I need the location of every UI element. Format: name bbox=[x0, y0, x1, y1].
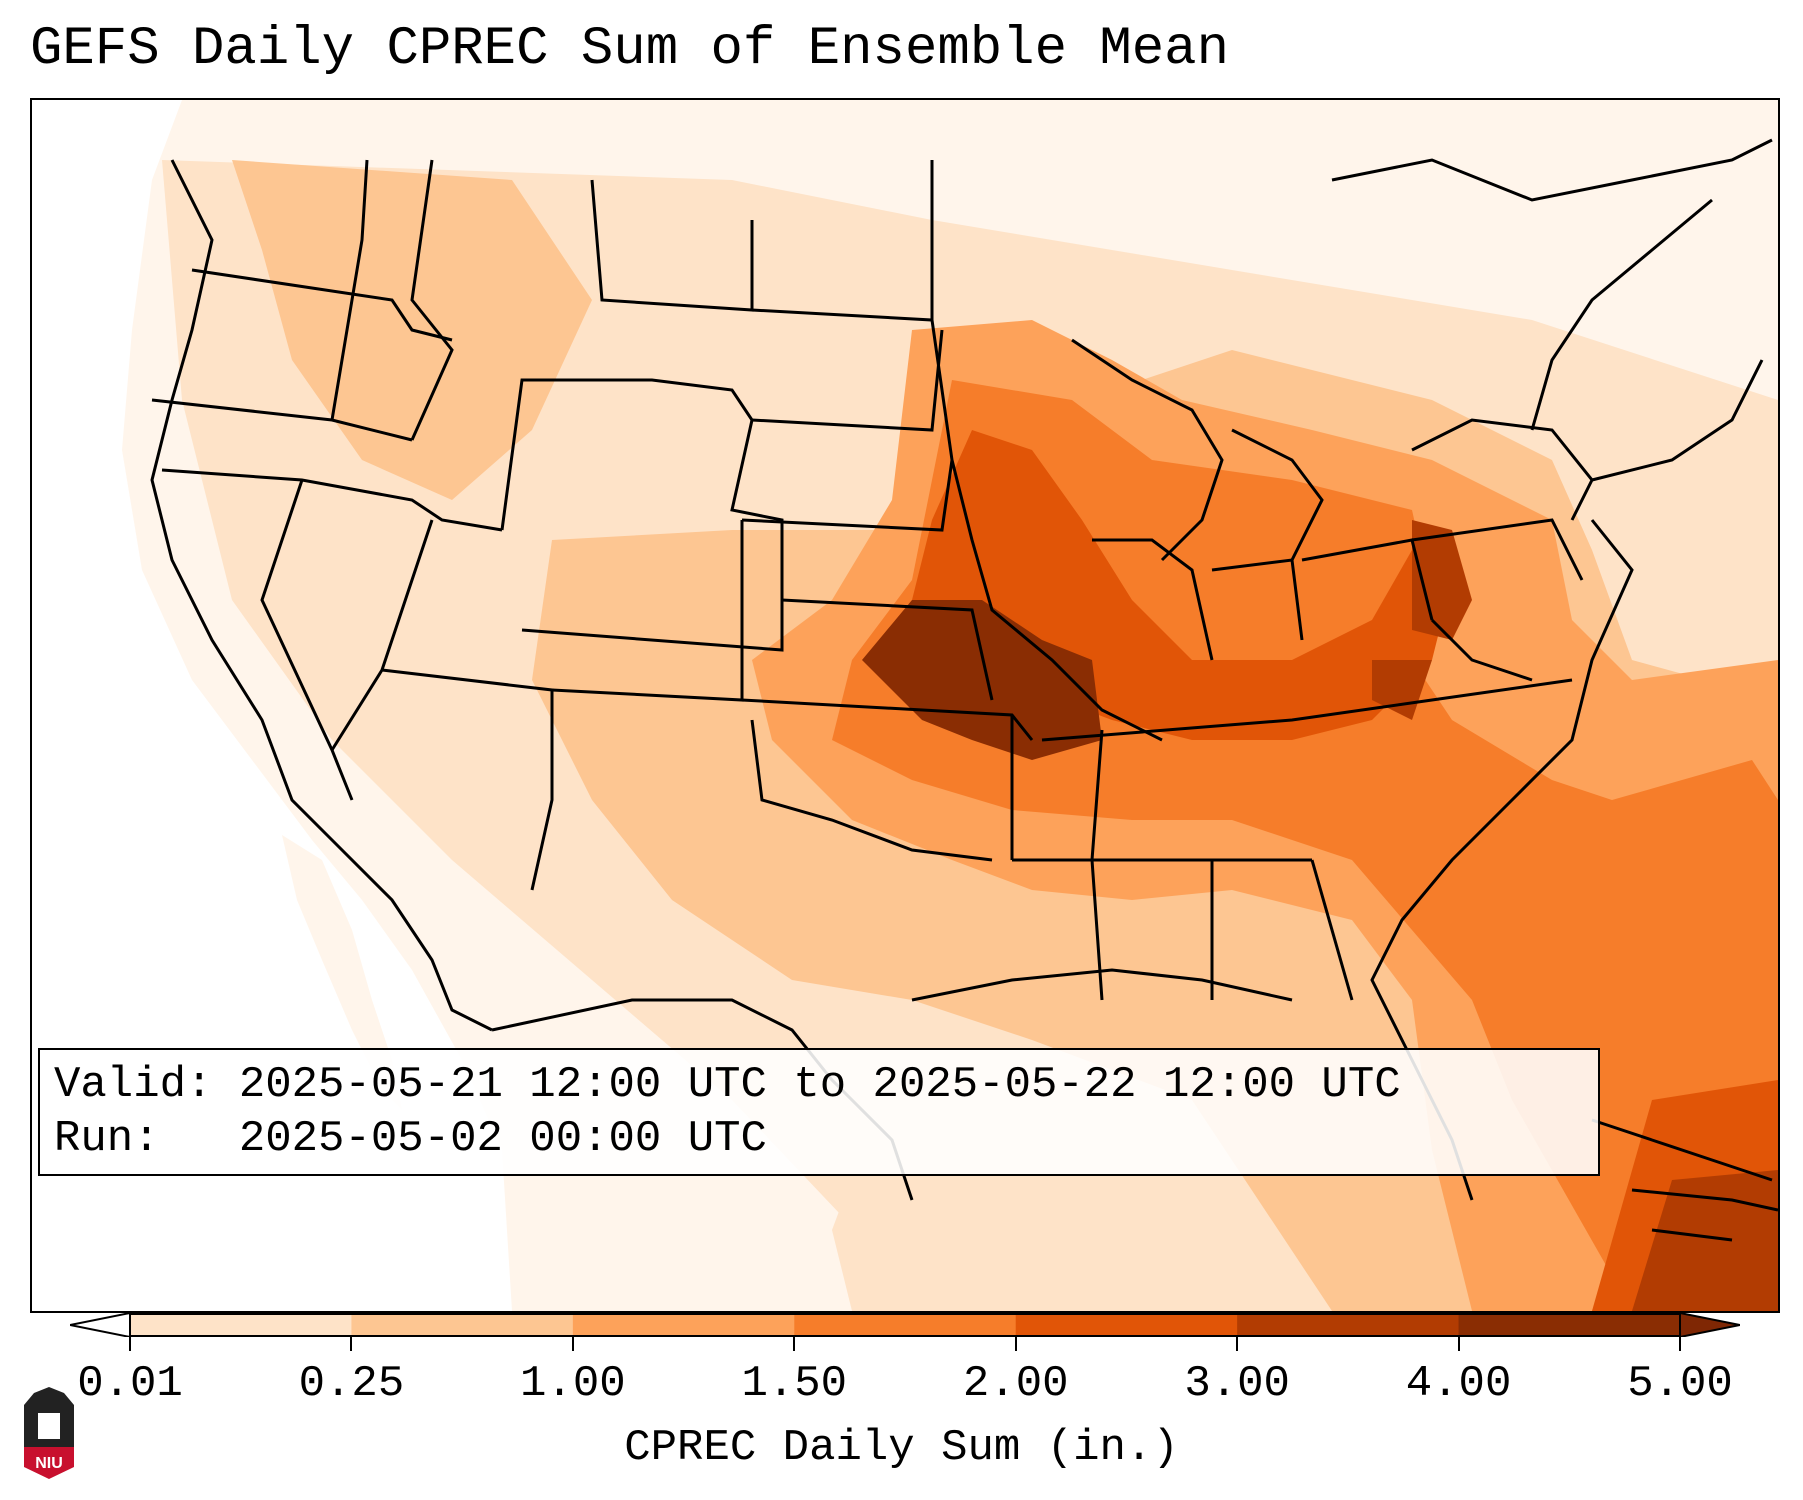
colorbar-label: CPREC Daily Sum (in.) bbox=[624, 1423, 1179, 1473]
colorbar-tick-label: 3.00 bbox=[1184, 1359, 1290, 1409]
valid-row: Valid: 2025-05-21 12:00 UTC to 2025-05-2… bbox=[54, 1058, 1584, 1112]
colorbar-tick bbox=[793, 1337, 796, 1351]
colorbar-tick-label: 1.50 bbox=[741, 1359, 848, 1409]
niu-logo: NIU bbox=[24, 1387, 74, 1479]
colorbar-segment bbox=[1237, 1313, 1460, 1337]
colorbar-tick bbox=[1014, 1337, 1017, 1351]
caribbean-islands bbox=[1591, 1118, 1778, 1242]
run-row: Run: 2025-05-02 00:00 UTC bbox=[54, 1112, 1584, 1166]
info-box: Valid: 2025-05-21 12:00 UTC to 2025-05-2… bbox=[38, 1048, 1600, 1176]
svg-text:NIU: NIU bbox=[35, 1455, 63, 1472]
run-label: Run: bbox=[54, 1114, 160, 1164]
precipitation-map[interactable] bbox=[30, 98, 1780, 1313]
valid-value: 2025-05-21 12:00 UTC to 2025-05-22 12:00… bbox=[238, 1060, 1401, 1110]
colorbar-tick bbox=[129, 1337, 131, 1351]
run-value: 2025-05-02 00:00 UTC bbox=[238, 1114, 767, 1164]
colorbar-segment bbox=[794, 1313, 1017, 1337]
colorbar-ticks bbox=[0, 1337, 1803, 1357]
pacific-ocean bbox=[32, 100, 512, 1311]
map-title: GEFS Daily CPREC Sum of Ensemble Mean bbox=[30, 19, 1229, 80]
colorbar-segment bbox=[1458, 1313, 1681, 1337]
colorbar-tick-label: 1.00 bbox=[520, 1359, 626, 1409]
valid-label: Valid: bbox=[54, 1060, 213, 1110]
colorbar-outline bbox=[129, 1313, 1681, 1337]
colorbar-tick bbox=[1457, 1337, 1460, 1351]
colorbar-tick-label: 4.00 bbox=[1405, 1359, 1512, 1409]
colorbar-over-arrow bbox=[1679, 1313, 1740, 1337]
colorbar-tick bbox=[1236, 1337, 1239, 1351]
colorbar-tick-label: 0.01 bbox=[77, 1359, 183, 1409]
colorbar-segment bbox=[572, 1313, 795, 1337]
colorbar-tick-label: 2.00 bbox=[962, 1359, 1069, 1409]
baja-peninsula bbox=[282, 835, 402, 1110]
colorbar-tick-label: 0.25 bbox=[298, 1359, 405, 1409]
colorbar-tick bbox=[1679, 1337, 1681, 1351]
colorbar bbox=[70, 1313, 1740, 1337]
map-canvas bbox=[32, 100, 1778, 1311]
colorbar-segment bbox=[130, 1313, 352, 1337]
colorbar-tick bbox=[571, 1337, 574, 1351]
colorbar-tick-label: 5.00 bbox=[1627, 1359, 1733, 1409]
colorbar-segment bbox=[1015, 1313, 1238, 1337]
colorbar-tick bbox=[350, 1337, 353, 1351]
colorbar-under-arrow bbox=[70, 1313, 131, 1337]
colorbar-segment bbox=[351, 1313, 574, 1337]
